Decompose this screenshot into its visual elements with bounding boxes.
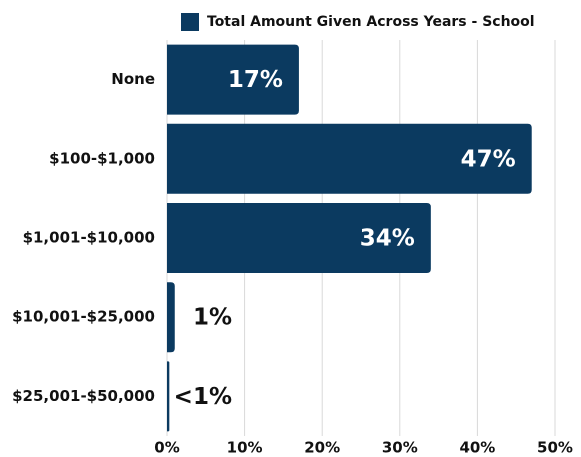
- value-label: 17%: [228, 67, 283, 93]
- value-label: 47%: [461, 146, 516, 172]
- x-tick-label: 50%: [537, 439, 573, 457]
- bar: [167, 44, 299, 115]
- y-tick-label: $10,001-$25,000: [12, 308, 155, 326]
- bar: [167, 123, 532, 194]
- bar: [167, 361, 170, 432]
- value-label: <1%: [174, 384, 232, 410]
- y-tick-label: None: [111, 70, 155, 88]
- x-tick-label: 20%: [304, 439, 340, 457]
- y-tick-label: $1,001-$10,000: [23, 229, 155, 247]
- bar: [167, 282, 175, 353]
- y-tick-label: $25,001-$50,000: [12, 387, 155, 405]
- x-tick-label: 30%: [382, 439, 418, 457]
- x-tick-label: 10%: [227, 439, 263, 457]
- value-label: 1%: [193, 305, 232, 331]
- value-label: 34%: [360, 226, 415, 252]
- legend-label: Total Amount Given Across Years - School: [207, 14, 535, 30]
- x-tick-label: 40%: [459, 439, 495, 457]
- x-tick-label: 0%: [154, 439, 179, 457]
- bar: [167, 203, 431, 273]
- y-tick-label: $100-$1,000: [49, 149, 155, 167]
- legend-swatch: [181, 13, 199, 31]
